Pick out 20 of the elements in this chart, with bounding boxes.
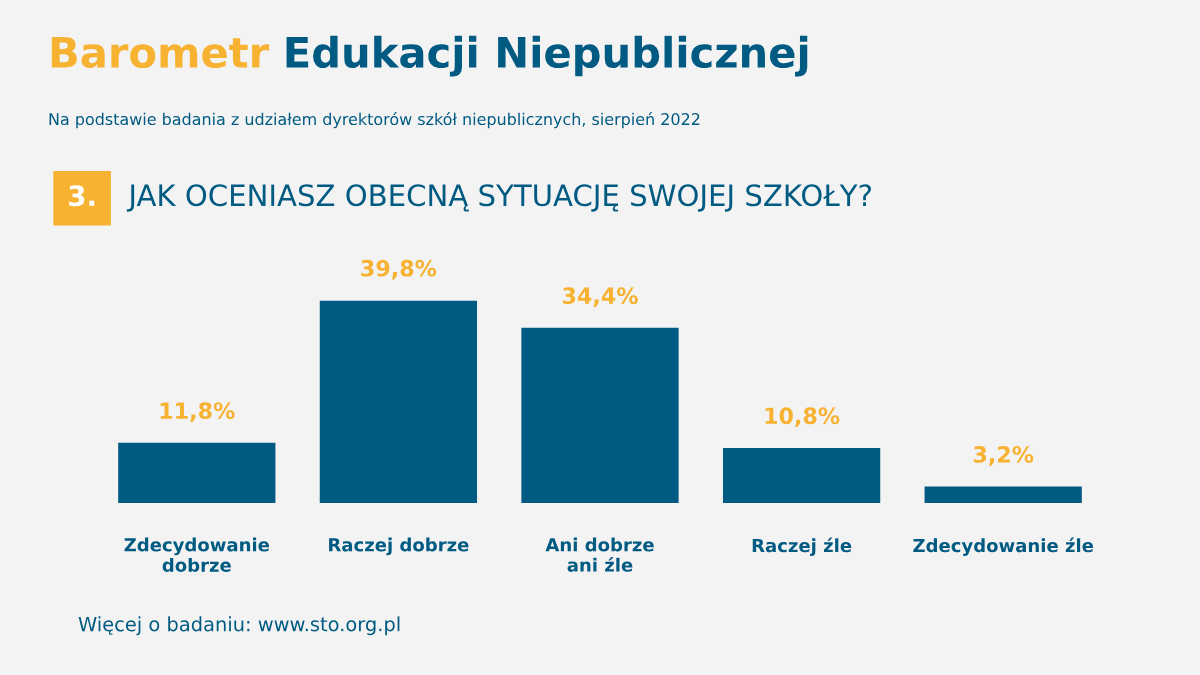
x-tick-label: Ani dobrze ani źle (545, 537, 654, 572)
text: Więcej o badaniu: www.sto.org.pl (78, 616, 400, 636)
bar (722, 447, 881, 503)
bar (319, 300, 478, 503)
x-tick-label: Zdecydowanie dobrze (124, 537, 270, 572)
text: JAK OCENIASZ OBECNĄ SYTUACJĘ SWOJEJ SZKOŁY? (126, 184, 871, 212)
x-tick-label: Zdecydowanie źle (913, 537, 1094, 556)
chart-title: Barometr Edukacji Niepublicznej (51, 35, 808, 77)
x-tick-label: Raczej źle (752, 537, 852, 556)
data-label: 34,4% (562, 287, 638, 307)
bar (118, 442, 276, 503)
data-label: 11,8% (160, 402, 235, 422)
text: 3. (69, 185, 95, 207)
chart-subtitle: Na podstawie badania z udziałem dyrektorów szkół niepublicznych, sierpień 2022 (49, 112, 700, 129)
bar (924, 486, 1082, 503)
data-label: 10,8% (765, 407, 840, 428)
x-tick-label: Raczej dobrze (329, 537, 469, 556)
data-label: 39,8% (361, 259, 437, 280)
data-label: 3,2% (973, 446, 1034, 466)
bar (521, 327, 679, 503)
